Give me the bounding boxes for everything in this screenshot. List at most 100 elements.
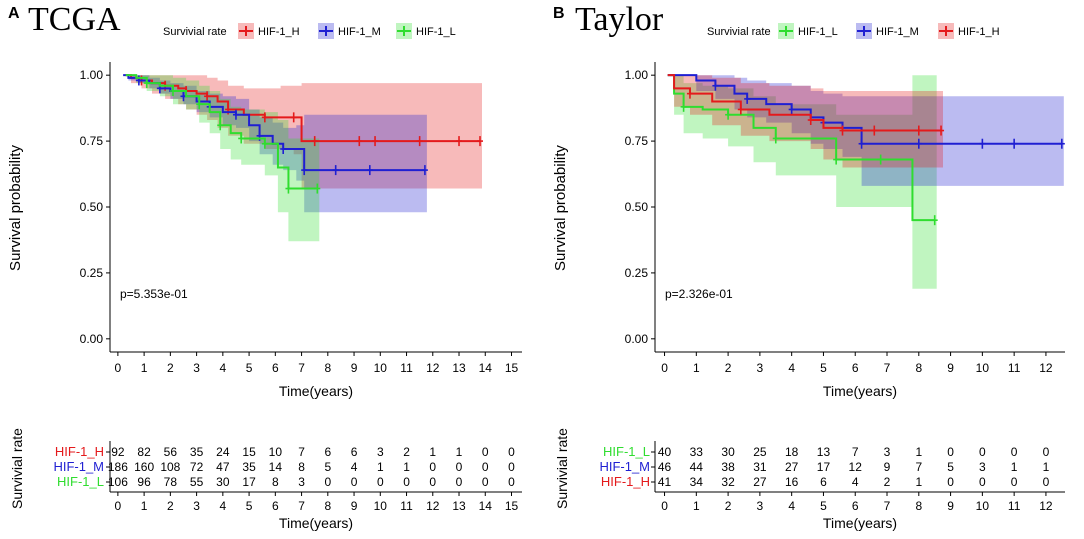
risk-x-tick-label: 13 xyxy=(452,499,466,513)
risk-row-label: HIF-1_L xyxy=(57,474,104,489)
risk-count: 30 xyxy=(721,445,735,459)
risk-count: 0 xyxy=(324,475,331,489)
risk-count: 27 xyxy=(785,460,799,474)
risk-count: 106 xyxy=(108,475,128,489)
risk-count: 96 xyxy=(137,475,151,489)
risk-count: 7 xyxy=(915,460,922,474)
risk-count: 0 xyxy=(979,445,986,459)
risk-count: 1 xyxy=(403,460,410,474)
risk-count: 2 xyxy=(403,445,410,459)
risk-count: 31 xyxy=(753,460,767,474)
risk-count: 7 xyxy=(852,445,859,459)
y-tick-label: 0.75 xyxy=(80,134,104,148)
risk-count: 38 xyxy=(721,460,735,474)
survival-curve xyxy=(667,74,1062,145)
risk-count: 92 xyxy=(111,445,125,459)
risk-count: 44 xyxy=(690,460,704,474)
risk-x-tick-label: 9 xyxy=(351,499,358,513)
legend-item: HIF-1_L xyxy=(778,23,838,39)
risk-row-label: HIF-1_M xyxy=(599,459,650,474)
x-tick-label: 7 xyxy=(884,361,891,375)
risk-count: 27 xyxy=(753,475,767,489)
x-tick-label: 1 xyxy=(141,361,148,375)
x-tick-label: 5 xyxy=(820,361,827,375)
risk-count: 0 xyxy=(482,475,489,489)
risk-count: 0 xyxy=(351,475,358,489)
risk-count: 32 xyxy=(721,475,735,489)
p-value: p=5.353e-01 xyxy=(120,287,188,301)
risk-count: 6 xyxy=(820,475,827,489)
risk-x-tick-label: 9 xyxy=(947,499,954,513)
risk-count: 2 xyxy=(884,475,891,489)
risk-count: 160 xyxy=(134,460,154,474)
legend-item: HIF-1_H xyxy=(238,23,300,39)
risk-x-tick-label: 7 xyxy=(298,499,305,513)
y-tick-label: 1.00 xyxy=(80,68,104,82)
risk-x-tick-label: 11 xyxy=(400,499,413,513)
risk-count: 13 xyxy=(817,445,831,459)
legend-title: Survivial rate xyxy=(707,26,771,38)
legend: Survivial rate HIF-1_H HIF-1_M HIF-1_L xyxy=(163,23,456,39)
legend-label: HIF-1_H xyxy=(258,26,300,38)
risk-count: 72 xyxy=(190,460,204,474)
y-tick-label: 0.50 xyxy=(625,200,649,214)
risk-count: 47 xyxy=(216,460,230,474)
risk-count: 15 xyxy=(242,445,256,459)
risk-count: 0 xyxy=(1043,445,1050,459)
risk-x-tick-label: 10 xyxy=(976,499,990,513)
x-tick-label: 11 xyxy=(400,361,413,375)
risk-count: 7 xyxy=(298,445,305,459)
legend-label: HIF-1_L xyxy=(798,26,838,38)
risk-x-tick-label: 12 xyxy=(1039,499,1053,513)
risk-x-tick-label: 2 xyxy=(725,499,732,513)
risk-count: 0 xyxy=(1011,475,1018,489)
risk-count: 25 xyxy=(753,445,767,459)
risk-count: 0 xyxy=(456,460,463,474)
y-axis-title: Survival probability xyxy=(7,145,24,271)
legend-label: HIF-1_L xyxy=(416,26,456,38)
y-tick-label: 1.00 xyxy=(625,68,649,82)
risk-count: 10 xyxy=(269,445,283,459)
risk-count: 5 xyxy=(947,460,954,474)
risk-count: 1 xyxy=(915,475,922,489)
y-axis-title: Survival probability xyxy=(552,145,569,271)
risk-x-tick-label: 6 xyxy=(852,499,859,513)
risk-count: 78 xyxy=(164,475,178,489)
risk-count: 1 xyxy=(429,445,436,459)
risk-x-tick-label: 0 xyxy=(661,499,668,513)
x-tick-label: 0 xyxy=(661,361,668,375)
risk-count: 108 xyxy=(160,460,180,474)
risk-count: 0 xyxy=(508,460,515,474)
risk-x-tick-label: 5 xyxy=(820,499,827,513)
legend-item: HIF-1_L xyxy=(396,23,456,39)
risk-count: 17 xyxy=(242,475,256,489)
x-tick-label: 1 xyxy=(693,361,700,375)
risk-x-tick-label: 1 xyxy=(141,499,148,513)
risk-count: 0 xyxy=(456,475,463,489)
risk-x-tick-label: 5 xyxy=(246,499,253,513)
x-tick-label: 13 xyxy=(452,361,466,375)
legend-item: HIF-1_M xyxy=(856,23,919,39)
risk-count: 5 xyxy=(324,460,331,474)
risk-count: 24 xyxy=(216,445,230,459)
x-axis-title: Time(years) xyxy=(823,383,897,399)
risk-x-tick-label: 8 xyxy=(324,499,331,513)
risk-row-label: HIF-1_L xyxy=(603,444,650,459)
risk-count: 0 xyxy=(947,445,954,459)
axes: 0.000.250.500.751.000 1 2 3 4 5 6 7 8 9 10 11 12Time… xyxy=(552,62,1065,399)
risk-x-tick-label: 11 xyxy=(1008,499,1021,513)
panel-letter: B xyxy=(553,5,565,22)
series-HIF-1_L xyxy=(667,74,938,226)
risk-x-axis-title: Time(years) xyxy=(823,515,897,531)
risk-count: 30 xyxy=(216,475,230,489)
risk-count: 17 xyxy=(817,460,831,474)
x-tick-label: 0 xyxy=(115,361,122,375)
risk-x-tick-label: 2 xyxy=(167,499,174,513)
legend-title: Survivial rate xyxy=(163,26,227,38)
risk-count: 3 xyxy=(884,445,891,459)
x-tick-label: 2 xyxy=(725,361,732,375)
risk-x-tick-label: 4 xyxy=(219,499,226,513)
x-tick-label: 11 xyxy=(1008,361,1021,375)
x-tick-label: 12 xyxy=(1039,361,1053,375)
